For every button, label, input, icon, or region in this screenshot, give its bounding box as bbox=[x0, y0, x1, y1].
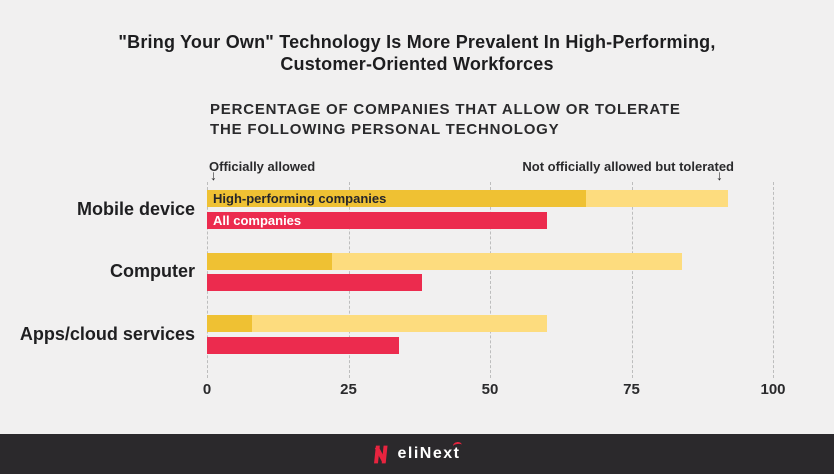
bar-all-companies bbox=[207, 274, 423, 291]
chart-title: "Bring Your Own" Technology Is More Prev… bbox=[0, 31, 834, 75]
gridline bbox=[773, 182, 774, 378]
category-label: Computer bbox=[110, 261, 195, 281]
stacked-bar-high-performing bbox=[207, 252, 683, 270]
annotation-tolerated: Not officially allowed but tolerated bbox=[522, 159, 734, 174]
x-axis-tick-label: 25 bbox=[340, 381, 357, 398]
category-label: Mobile device bbox=[76, 198, 195, 219]
segment-officially-allowed bbox=[207, 315, 253, 332]
chart-title-line1: "Bring Your Own" Technology Is More Prev… bbox=[118, 32, 716, 52]
chart-title-line2: Customer-Oriented Workforces bbox=[280, 54, 554, 74]
elinext-logo-icon bbox=[373, 445, 388, 463]
chart-subtitle: PERCENTAGE OF COMPANIES THAT ALLOW OR TO… bbox=[210, 100, 681, 140]
segment-officially-allowed bbox=[207, 252, 332, 270]
x-axis-tick-label: 50 bbox=[481, 381, 499, 398]
inline-legend-high-performing: High-performing companies bbox=[213, 191, 387, 206]
segment-officially-allowed bbox=[207, 190, 587, 207]
elinext-logo-text: eliNext bbox=[398, 441, 463, 462]
x-axis-tick-label: 100 bbox=[760, 381, 786, 398]
bar-all-companies: All companies bbox=[207, 211, 547, 229]
gridline bbox=[631, 182, 633, 378]
footer-bar: eliNext bbox=[0, 434, 834, 474]
annotation-officially-allowed: Officially allowed bbox=[209, 159, 316, 174]
logo-accent-swoosh bbox=[453, 441, 463, 450]
stacked-bar-high-performing: High-performing companies bbox=[207, 190, 728, 207]
gridline bbox=[490, 182, 491, 378]
inline-legend-all-companies: All companies bbox=[213, 212, 302, 228]
chart-subtitle-line2: THE FOLLOWING PERSONAL TECHNOLOGY bbox=[210, 121, 560, 138]
x-axis-tick-label: 0 bbox=[202, 381, 212, 398]
chart-subtitle-line1: PERCENTAGE OF COMPANIES THAT ALLOW OR TO… bbox=[210, 101, 681, 118]
x-axis-tick-label: 75 bbox=[623, 381, 640, 398]
category-label: Apps/cloud services bbox=[19, 323, 195, 344]
down-arrow-icon: ↓ bbox=[716, 167, 723, 183]
bar-all-companies bbox=[207, 336, 400, 354]
segment-tolerated bbox=[207, 315, 547, 332]
stacked-bar-high-performing bbox=[207, 315, 547, 332]
down-arrow-icon: ↓ bbox=[210, 167, 217, 183]
